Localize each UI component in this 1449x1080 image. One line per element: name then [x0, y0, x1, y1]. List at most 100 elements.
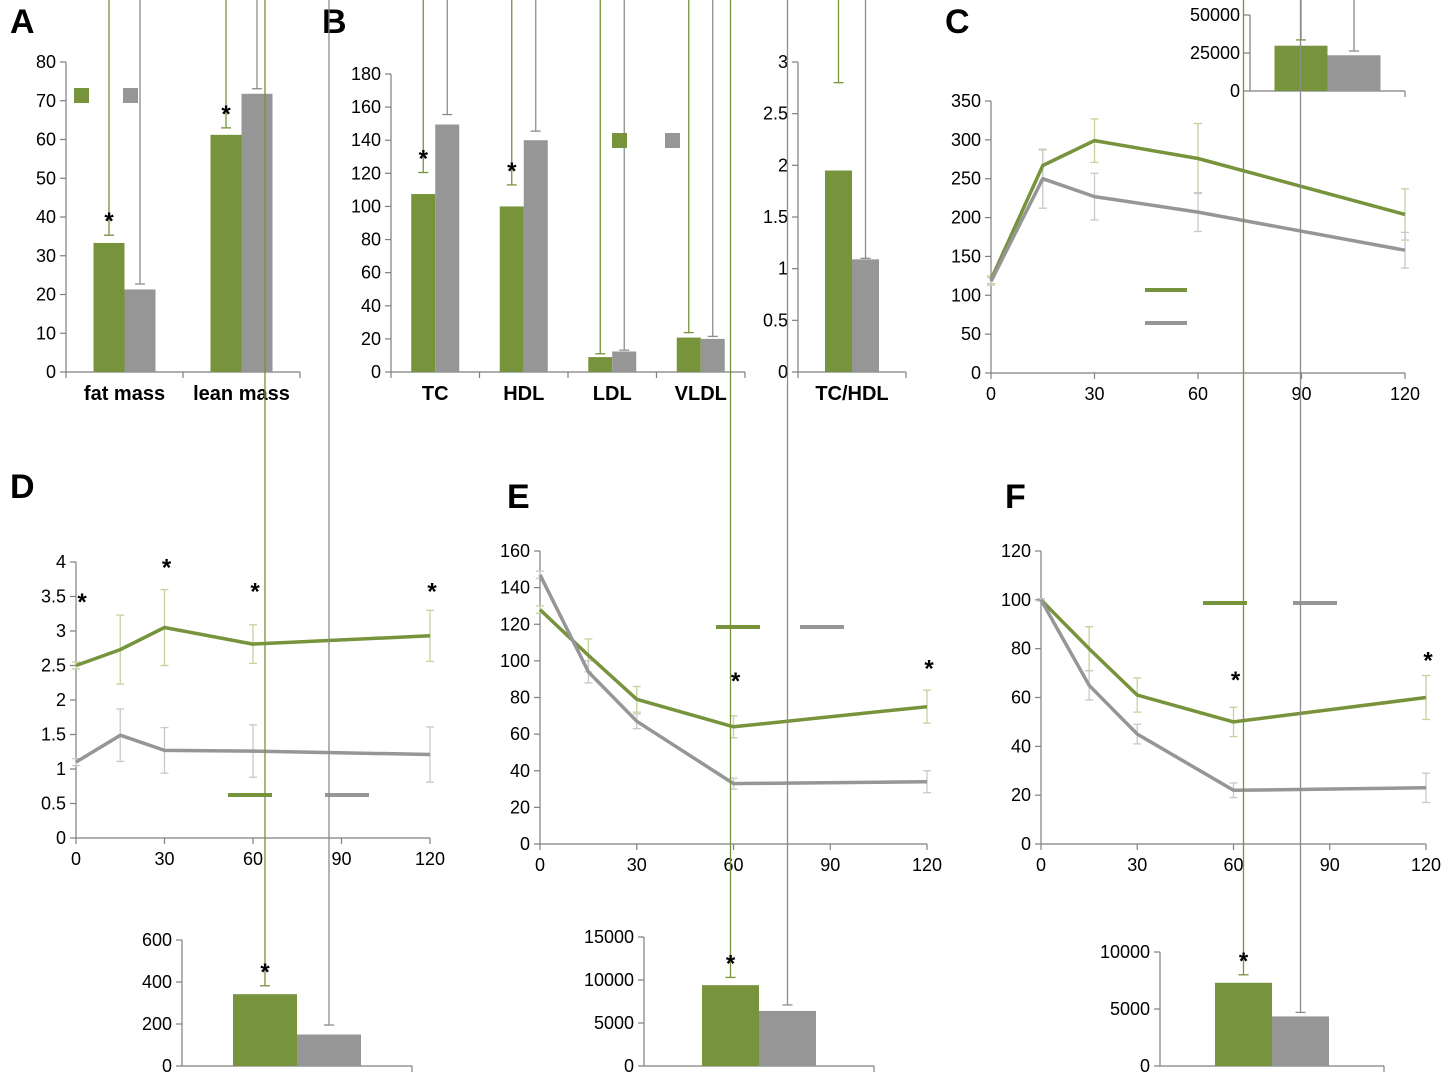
y-tick-label: 100 — [951, 285, 981, 305]
x-tick-label: 60 — [243, 849, 263, 869]
y-tick-label: 350 — [951, 91, 981, 111]
x-tick-label: 60 — [723, 855, 743, 875]
x-tick-label: 0 — [71, 849, 81, 869]
y-tick-label: 80 — [36, 52, 56, 72]
panel-label-c: C — [945, 3, 970, 41]
y-tick-label: 2 — [778, 155, 788, 175]
legend-swatch — [665, 133, 680, 148]
line-chart-f: 0 20 40 60 80 100 120 0 30 60 90 120 * * — [1001, 541, 1441, 875]
bar-df-fatmass — [93, 242, 125, 372]
category-label: VLDL — [675, 383, 727, 405]
y-tick-label: 0 — [971, 363, 981, 383]
y-tick-label: 50 — [36, 168, 56, 188]
y-tick-label: 40 — [1011, 736, 1031, 756]
y-tick-label: 60 — [510, 724, 530, 744]
y-tick-label: 150 — [951, 246, 981, 266]
significance-marker: * — [250, 579, 260, 606]
y-tick-label: 0 — [778, 362, 788, 382]
y-tick-label: 100 — [351, 196, 381, 216]
bar-df-leanmass — [210, 134, 242, 372]
panel-label-b: B — [322, 3, 347, 41]
category-label: HDL — [503, 383, 544, 405]
x-tick-label: 90 — [1320, 855, 1340, 875]
x-tick-label: 0 — [986, 384, 996, 404]
significance-marker: * — [427, 579, 437, 606]
legend-swatch — [612, 133, 627, 148]
bar-df-tc — [411, 194, 436, 372]
x-tick-label: 30 — [1084, 384, 1104, 404]
y-tick-label: 20 — [510, 797, 530, 817]
y-tick-label: 200 — [142, 1014, 172, 1034]
y-tick-label: 300 — [951, 130, 981, 150]
auc-bar-wt — [759, 1010, 816, 1066]
auc-bar-chart: 0 25000 50000 — [1190, 0, 1406, 101]
y-tick-label: 5000 — [594, 1013, 634, 1033]
y-tick-label: 0 — [46, 362, 56, 382]
significance-marker: * — [1423, 647, 1433, 674]
auc-bar-df — [233, 994, 297, 1066]
series-line-wt — [1039, 598, 1427, 793]
y-tick-label: 80 — [1011, 639, 1031, 659]
y-tick-label: 0 — [1230, 81, 1240, 101]
y-tick-label: 60 — [36, 130, 56, 150]
y-tick-label: 50000 — [1190, 5, 1240, 25]
y-tick-label: 250 — [951, 169, 981, 189]
y-tick-label: 1.5 — [41, 725, 66, 745]
y-tick-label: 180 — [351, 64, 381, 84]
y-tick-label: 2.5 — [41, 656, 66, 676]
x-tick-label: 0 — [1036, 855, 1046, 875]
y-tick-label: 10000 — [584, 970, 634, 990]
significance-marker: * — [731, 668, 741, 695]
y-tick-label: 50 — [961, 324, 981, 344]
significance-marker: * — [104, 208, 114, 235]
y-tick-label: 40 — [36, 207, 56, 227]
panel-label-a: A — [10, 3, 35, 41]
x-tick-label: 120 — [1411, 855, 1441, 875]
series-line-df — [989, 138, 1406, 281]
x-tick-label: 90 — [1291, 384, 1311, 404]
significance-marker: * — [77, 589, 87, 616]
line-chart-d: 0 0.5 1 1.5 2 2.5 3 3.5 4 0 30 60 90 120 * * * * — [41, 552, 445, 869]
significance-marker: * — [162, 554, 172, 581]
legend-swatch — [123, 88, 138, 103]
y-tick-label: 5000 — [1110, 999, 1150, 1019]
auc-bar-df — [702, 985, 759, 1066]
y-tick-label: 2 — [56, 690, 66, 710]
y-tick-label: 2.5 — [763, 104, 788, 124]
auc-bar-wt — [1327, 55, 1381, 91]
category-label: TC — [422, 383, 449, 405]
y-tick-label: 80 — [361, 230, 381, 250]
x-tick-label: 60 — [1223, 855, 1243, 875]
bar-wt-tc — [435, 124, 460, 372]
significance-marker: * — [1231, 667, 1241, 694]
y-tick-label: 140 — [351, 130, 381, 150]
series-line-df — [1039, 598, 1427, 724]
bar-chart-a: 0 10 20 30 40 50 60 70 80 fat mass * lean mass * — [36, 0, 301, 405]
y-tick-label: 0 — [520, 834, 530, 854]
y-tick-label: 1 — [56, 759, 66, 779]
category-label: fat mass — [84, 383, 165, 405]
y-tick-label: 20 — [361, 329, 381, 349]
y-tick-label: 3 — [778, 52, 788, 72]
significance-marker: * — [1239, 948, 1249, 975]
y-tick-label: 1 — [778, 259, 788, 279]
y-tick-label: 70 — [36, 91, 56, 111]
y-tick-label: 0.5 — [763, 310, 788, 330]
panel-label-d: D — [10, 468, 35, 506]
category-label: TC/HDL — [815, 383, 888, 405]
panel-label-e: E — [507, 478, 530, 516]
line-chart-c: 0 50 100 150 200 250 300 350 0 30 60 90 120 — [951, 91, 1420, 404]
y-tick-label: 140 — [500, 578, 530, 598]
y-tick-label: 20 — [1011, 785, 1031, 805]
x-tick-label: 120 — [912, 855, 942, 875]
y-tick-label: 20 — [36, 285, 56, 305]
auc-bar-wt — [297, 1034, 361, 1066]
series-line-df — [75, 625, 431, 668]
bar-wt-tchdl — [852, 259, 879, 372]
y-tick-label: 160 — [500, 541, 530, 561]
category-label: LDL — [593, 383, 632, 405]
significance-marker: * — [726, 950, 736, 977]
y-tick-label: 120 — [500, 614, 530, 634]
bar-df-vldl — [676, 337, 701, 372]
y-tick-label: 25000 — [1190, 43, 1240, 63]
